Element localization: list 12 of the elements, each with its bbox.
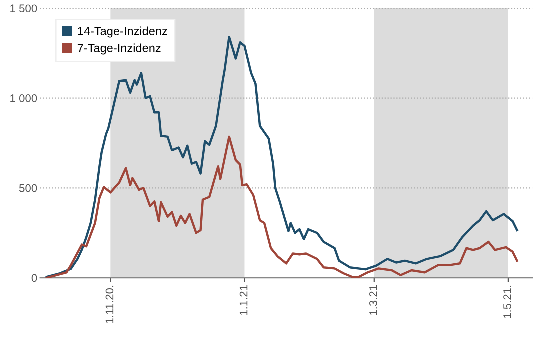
line-series	[46, 136, 518, 278]
x-tick-label: 1.5.21.	[504, 286, 512, 318]
y-tick-label: 0	[32, 274, 38, 282]
legend-label: 14-Tage-Inzidenz	[78, 26, 168, 38]
y-tick-label: 1 500	[10, 4, 38, 13]
x-tick-label: 1.11.20.	[106, 286, 114, 324]
line-series	[46, 36, 518, 278]
y-tick-label: 1 000	[10, 94, 38, 102]
y-tick-label: 500	[19, 184, 38, 192]
legend-label: 7-Tage-Inzidenz	[78, 44, 161, 55]
x-tick-label: 1.1.21	[240, 286, 248, 316]
x-tick-label: 1.3.21	[370, 286, 378, 316]
